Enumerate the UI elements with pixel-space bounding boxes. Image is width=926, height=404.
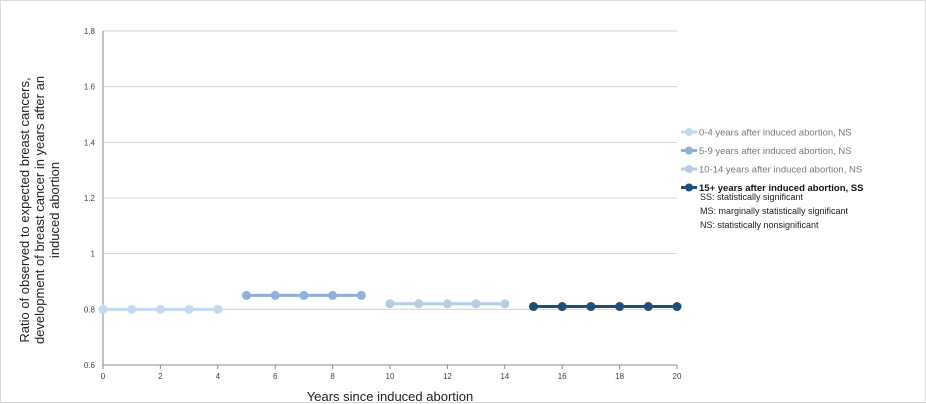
legend-swatch-marker-2 xyxy=(685,165,693,173)
y-tick-label: 1.4 xyxy=(84,138,96,147)
data-point xyxy=(127,304,137,314)
series-group xyxy=(98,290,682,314)
data-point xyxy=(98,304,108,314)
x-tick-label: 0 xyxy=(101,372,106,381)
data-point xyxy=(471,299,481,309)
data-point xyxy=(442,299,452,309)
x-tick-label: 14 xyxy=(500,372,509,381)
note-ms: MS: marginally statistically significant xyxy=(700,206,849,216)
x-tick-label: 20 xyxy=(673,372,682,381)
significance-notes: SS: statistically significant MS: margin… xyxy=(700,192,849,230)
y-axis-title-line-1: Ratio of observed to expected breast can… xyxy=(17,77,32,342)
x-tick-label: 2 xyxy=(158,372,163,381)
y-tick-label: 0.8 xyxy=(84,305,96,314)
data-point xyxy=(184,304,194,314)
y-axis-ticks: 0.6 0.8 1 1.2 1.4 1.6 1.8 xyxy=(84,27,96,370)
legend-label-3: 15+ years after induced abortion, SS xyxy=(699,183,863,194)
y-tick-label: 1.2 xyxy=(84,194,96,203)
y-tick-label: 1 xyxy=(91,250,96,259)
data-point xyxy=(414,299,424,309)
y-axis-title-line-3: induced abortion xyxy=(47,162,62,258)
x-axis-ticks: 0 2 4 6 8 10 12 14 16 18 20 xyxy=(101,365,682,381)
x-tick-label: 16 xyxy=(558,372,567,381)
y-tick-label: 0.6 xyxy=(84,361,96,370)
x-tick-label: 4 xyxy=(216,372,221,381)
x-tick-label: 18 xyxy=(615,372,624,381)
legend-label-0: 0-4 years after induced abortion, NS xyxy=(699,128,852,139)
x-tick-label: 8 xyxy=(330,372,335,381)
data-point xyxy=(328,290,338,300)
x-tick-label: 6 xyxy=(273,372,278,381)
data-point xyxy=(586,302,596,312)
data-point xyxy=(385,299,395,309)
legend-label-1: 5-9 years after induced abortion, NS xyxy=(699,146,852,157)
data-point xyxy=(643,302,653,312)
legend-swatch-marker-3 xyxy=(685,183,693,192)
data-point xyxy=(500,299,510,309)
data-point xyxy=(270,290,280,300)
legend-swatch-marker-0 xyxy=(685,128,693,136)
x-tick-label: 10 xyxy=(386,372,395,381)
y-axis-title-line-2: development of breast cancer in years af… xyxy=(32,76,47,344)
note-ss: SS: statistically significant xyxy=(700,192,804,202)
data-point xyxy=(213,304,223,314)
x-tick-label: 12 xyxy=(443,372,452,381)
y-axis-title: Ratio of observed to expected breast can… xyxy=(17,76,62,344)
data-point xyxy=(299,290,309,300)
legend-swatch-marker-1 xyxy=(685,146,693,155)
data-point xyxy=(557,302,567,312)
y-tick-label: 1.8 xyxy=(84,27,96,36)
data-point xyxy=(356,290,366,300)
legend: 0-4 years after induced abortion, NS 5-9 … xyxy=(681,128,863,194)
data-point xyxy=(155,304,165,314)
data-point xyxy=(615,302,625,312)
legend-label-2: 10-14 years after induced abortion, NS xyxy=(699,165,862,176)
y-tick-label: 1.6 xyxy=(84,83,96,92)
x-axis-title: Years since induced abortion xyxy=(307,389,473,404)
note-ns: NS: statistically nonsignificant xyxy=(700,220,819,230)
data-point xyxy=(672,302,682,312)
data-point xyxy=(242,290,251,300)
gridlines xyxy=(103,30,677,366)
data-point xyxy=(529,302,538,312)
